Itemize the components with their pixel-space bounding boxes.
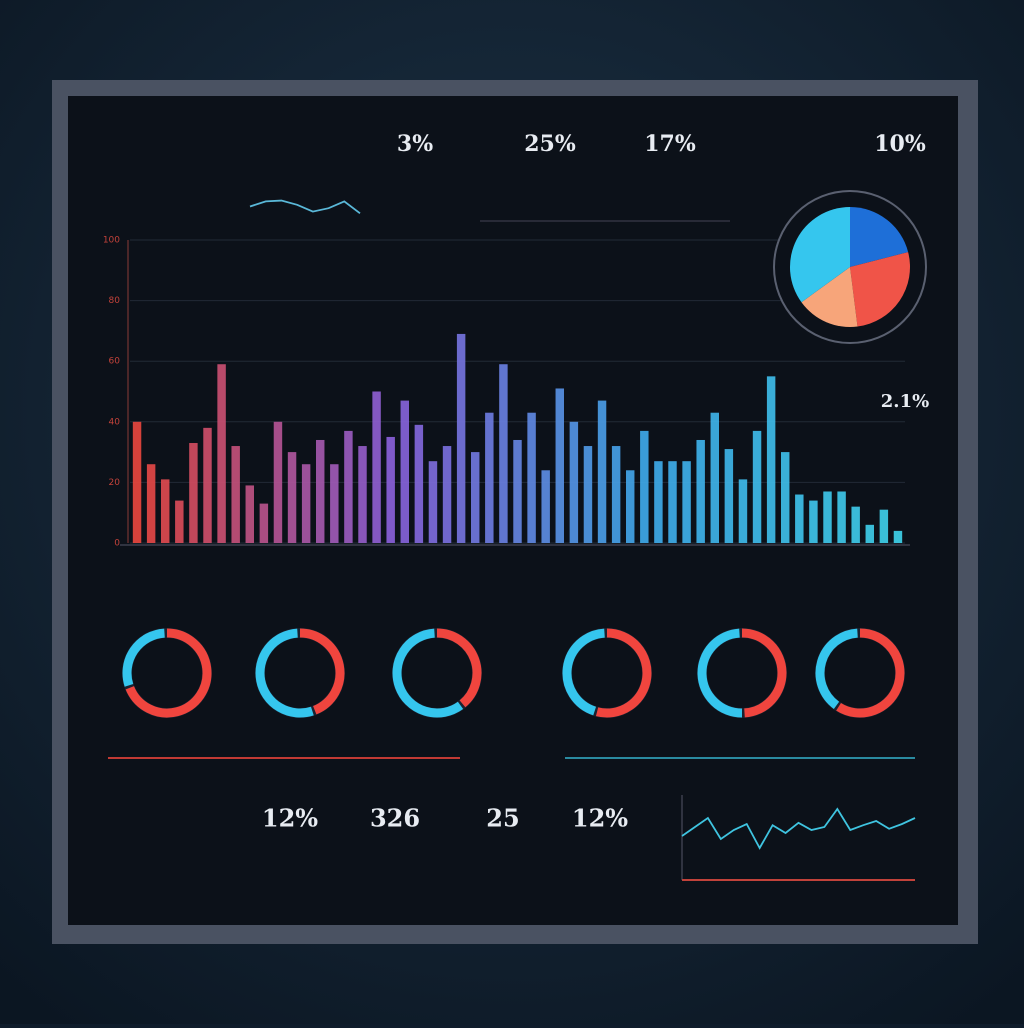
bar <box>583 446 593 543</box>
bar <box>668 461 677 543</box>
pie-slice <box>850 207 909 267</box>
bar <box>259 503 269 543</box>
donut-segment <box>255 628 314 718</box>
y-tick-label: 20 <box>109 478 121 488</box>
kpi-value: 2.1% <box>881 391 929 412</box>
kpi-value: 25% <box>524 131 576 157</box>
bar <box>696 439 705 543</box>
donut-segment <box>122 628 165 687</box>
donut-segment <box>392 628 464 718</box>
bar <box>485 412 494 543</box>
line <box>681 807 916 850</box>
y-tick-label: 80 <box>109 296 121 306</box>
bar <box>724 449 734 543</box>
bar <box>287 452 297 543</box>
pie-slice <box>790 207 850 303</box>
y-tick-label: 100 <box>103 236 120 246</box>
y-tick-label: 60 <box>109 357 121 367</box>
bar <box>217 364 226 543</box>
kpi-value: 10% <box>874 131 926 157</box>
bar <box>428 461 438 543</box>
bar <box>865 524 874 543</box>
bar <box>766 376 776 543</box>
bar <box>710 412 719 543</box>
pie-slice <box>801 267 858 328</box>
donut-segment <box>697 628 743 718</box>
bar <box>626 470 635 543</box>
bar <box>330 464 339 543</box>
y-tick-label: 0 <box>114 539 120 549</box>
donut-segment <box>436 628 482 708</box>
bar <box>541 470 550 543</box>
kpi-value: 17% <box>644 131 696 157</box>
bar <box>175 500 184 543</box>
donut-segment <box>125 628 212 718</box>
bar <box>301 464 311 543</box>
bar <box>781 452 790 543</box>
bar <box>189 443 198 543</box>
donut-segment <box>595 628 652 718</box>
bar <box>555 388 564 543</box>
line <box>249 199 361 215</box>
pie-slice <box>850 252 910 327</box>
bar <box>471 452 480 543</box>
bar <box>161 479 170 543</box>
bar <box>851 506 860 543</box>
bar <box>893 530 903 543</box>
bar <box>231 446 240 543</box>
bar <box>245 485 254 543</box>
bar <box>316 439 325 543</box>
bar <box>344 430 353 543</box>
bar <box>837 491 846 543</box>
donut-segment <box>741 628 787 718</box>
bar <box>132 421 142 543</box>
bar <box>146 464 156 543</box>
bar <box>456 333 466 543</box>
bar <box>372 391 381 543</box>
bar <box>809 500 818 543</box>
bar <box>738 479 748 543</box>
y-tick-label: 40 <box>109 417 121 427</box>
bar <box>654 461 663 543</box>
bar <box>795 494 804 543</box>
bar <box>203 427 212 543</box>
bar <box>513 439 522 543</box>
bar <box>682 461 691 543</box>
kpi-value: 12% <box>262 804 318 833</box>
bar <box>752 430 762 543</box>
bar <box>611 446 621 543</box>
bar <box>569 421 579 543</box>
donut-segment <box>836 628 905 718</box>
bar <box>527 412 536 543</box>
bar <box>400 400 409 543</box>
kpi-value: 25 <box>486 804 519 833</box>
bar <box>442 446 452 543</box>
donut-segment <box>562 628 605 716</box>
bar <box>273 421 283 543</box>
kpi-value: 12% <box>572 804 628 833</box>
bar <box>597 400 607 543</box>
bar <box>358 446 367 543</box>
bar <box>823 491 832 543</box>
bar <box>879 509 889 543</box>
donut-segment <box>299 628 345 715</box>
bar <box>386 436 395 543</box>
bar <box>640 430 649 543</box>
bar <box>414 424 424 543</box>
kpi-value: 3% <box>397 131 433 157</box>
kpi-value: 326 <box>370 804 420 833</box>
bar <box>499 364 508 543</box>
donut-segment <box>815 628 858 709</box>
